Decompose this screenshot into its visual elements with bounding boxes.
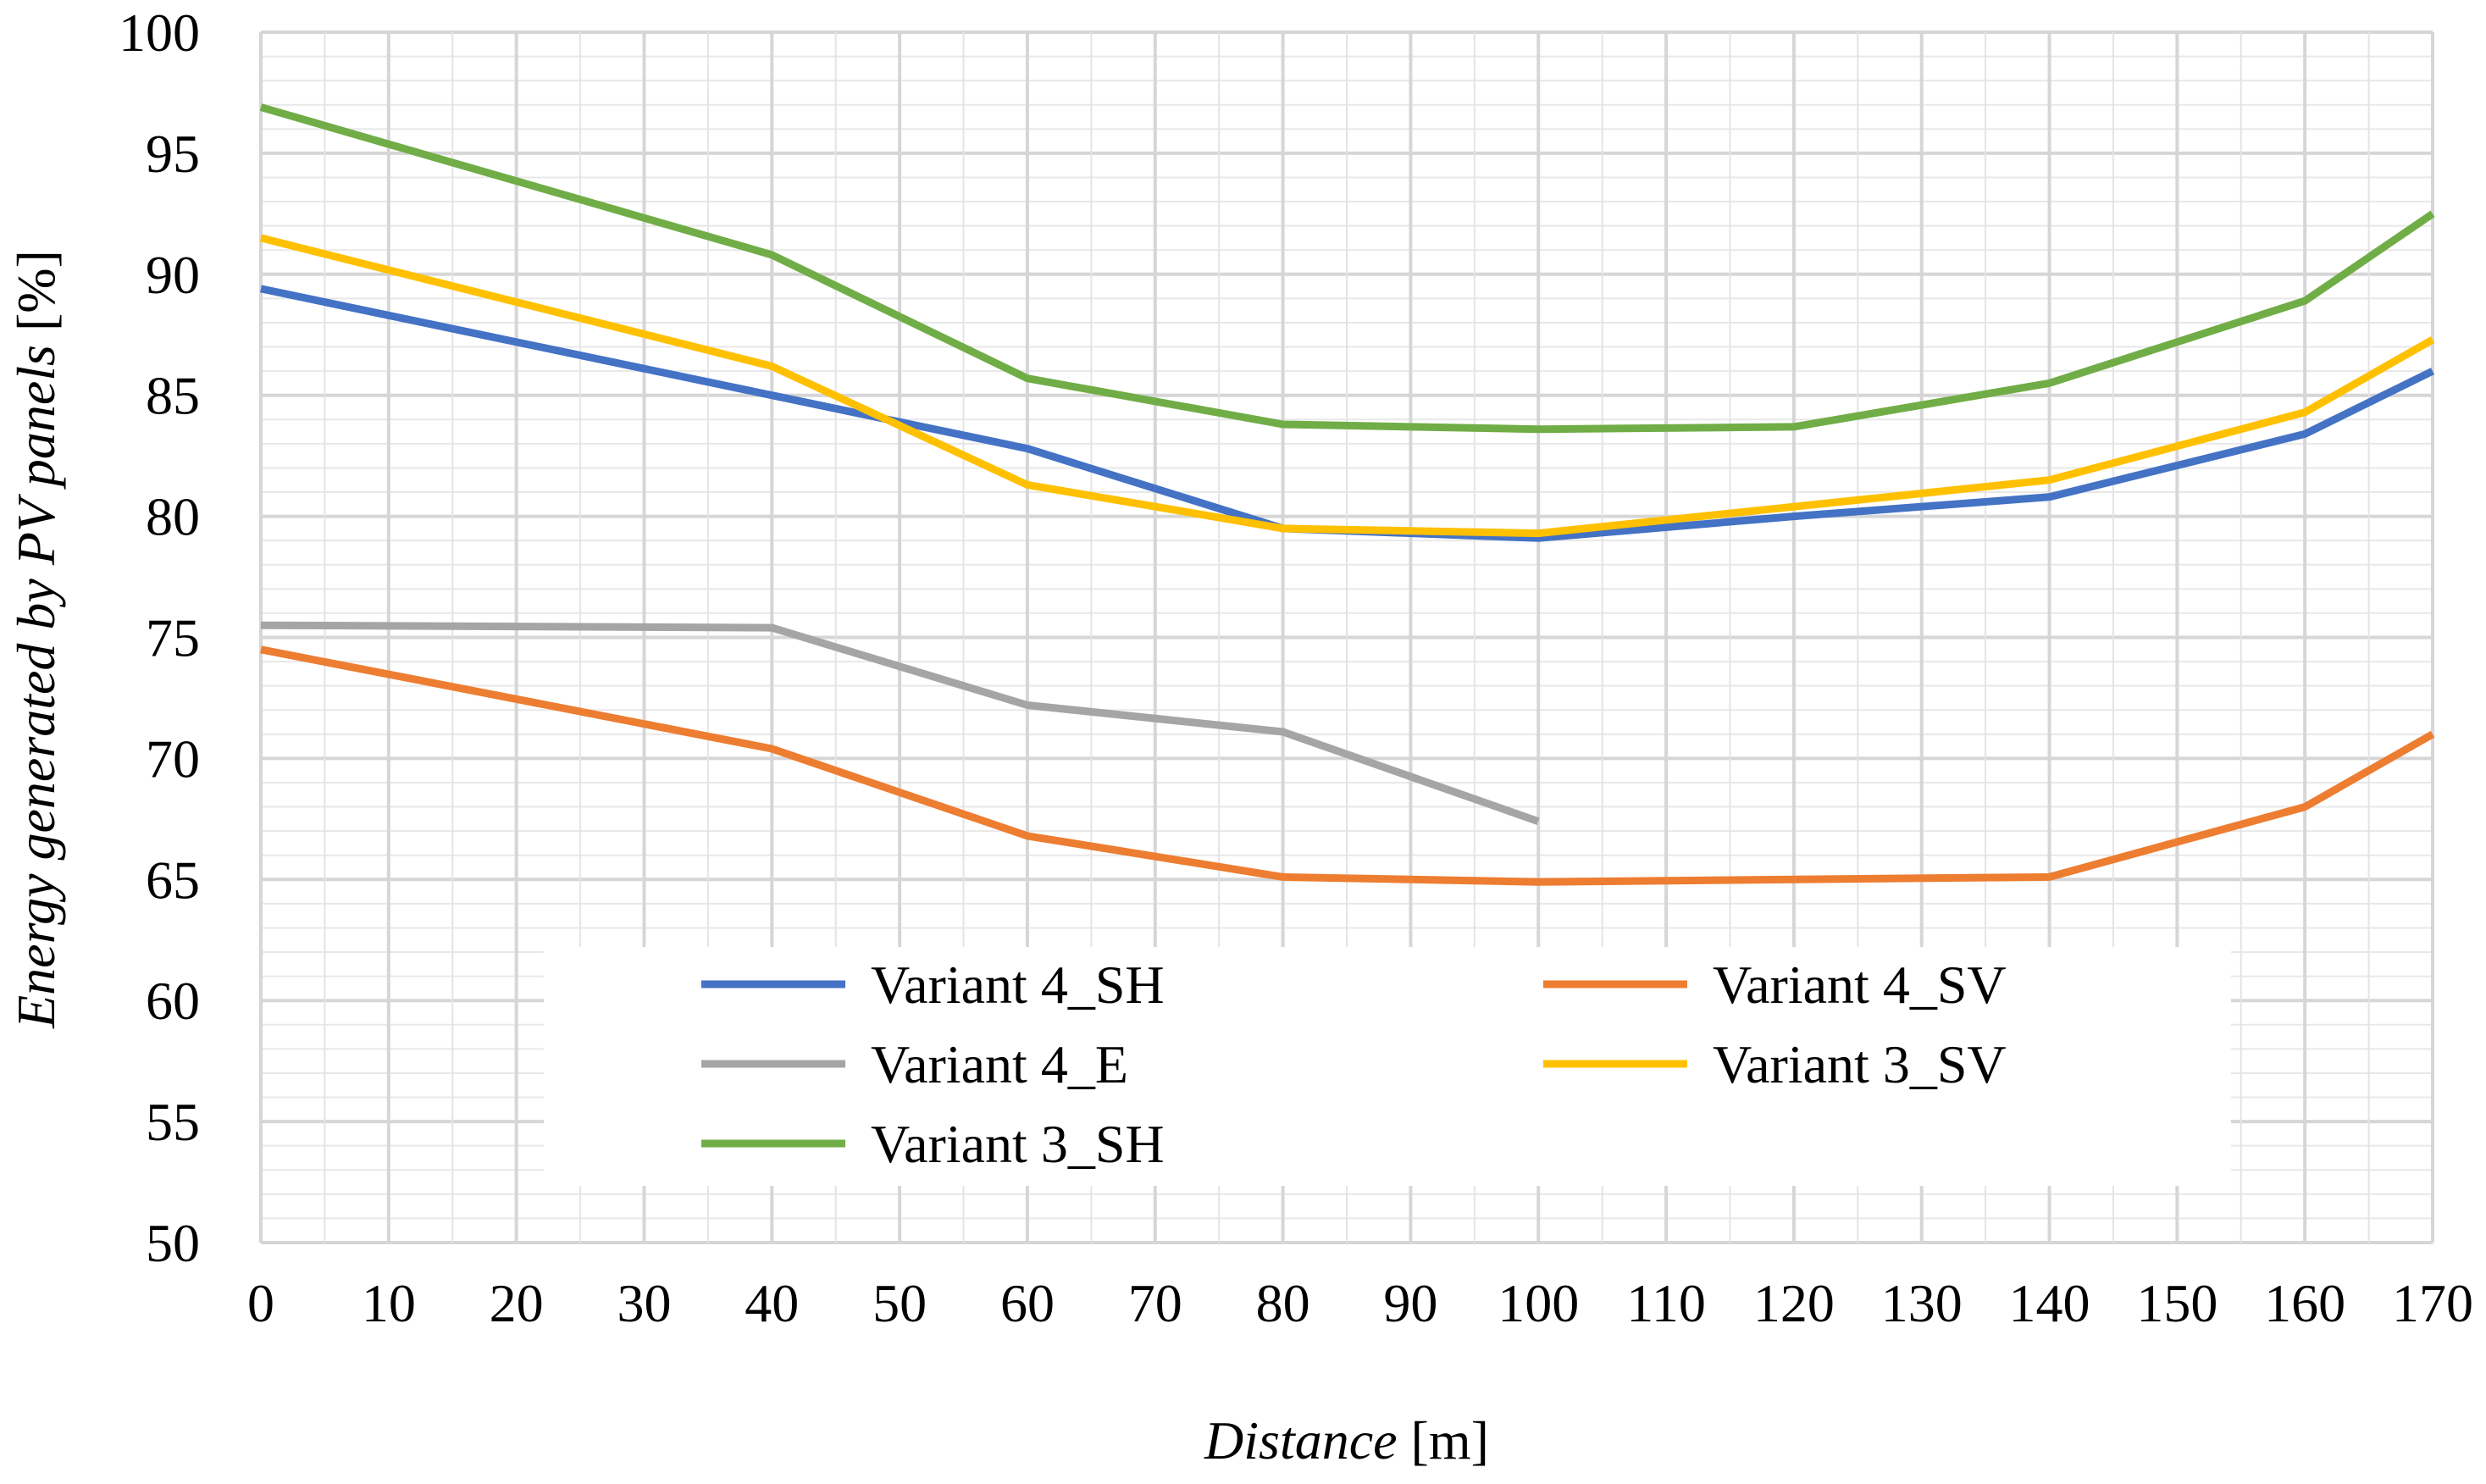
- x-tick-label: 120: [1753, 1273, 1835, 1333]
- x-axis-title-italic: Distance: [1204, 1410, 1398, 1470]
- y-tick-label: 50: [146, 1213, 200, 1273]
- series-line-variant-4-sv: [260, 645, 2435, 886]
- y-tick-label: 55: [146, 1092, 200, 1152]
- x-tick-label: 130: [1881, 1273, 1963, 1333]
- axis-titles: Distance [m] Energy generated by PV pane…: [6, 250, 1489, 1470]
- y-tick-label: 75: [146, 608, 200, 668]
- y-tick-label: 100: [119, 3, 200, 63]
- y-tick-label: 90: [146, 245, 200, 305]
- x-tick-label: 60: [1000, 1273, 1055, 1333]
- x-tick-label: 80: [1256, 1273, 1310, 1333]
- x-tick-label: 40: [745, 1273, 799, 1333]
- x-tick-label: 50: [872, 1273, 927, 1333]
- x-tick-label: 150: [2136, 1273, 2217, 1333]
- series-line-variant-3-sh: [259, 103, 2435, 434]
- y-tick-label: 80: [146, 487, 200, 547]
- x-tick-label: 110: [1626, 1273, 1706, 1333]
- x-tick-label: 30: [617, 1273, 671, 1333]
- x-tick-label: 170: [2392, 1273, 2473, 1333]
- legend: Variant 4_SH Variant 4_SV Variant 4_E Varia…: [701, 955, 2007, 1174]
- y-axis-title-italic: Energy generated by PV panels: [6, 345, 66, 1029]
- legend-label: Variant 3_SH: [871, 1114, 1165, 1174]
- legend-label: Variant 3_SV: [1713, 1034, 2007, 1094]
- x-tick-label: 90: [1383, 1273, 1437, 1333]
- y-axis-title-unit: [%]: [6, 250, 66, 345]
- y-tick-label: 70: [146, 728, 200, 789]
- x-tick-label: 140: [2009, 1273, 2090, 1333]
- x-axis-title: Distance [m]: [1204, 1410, 1489, 1470]
- x-tick-label: 160: [2264, 1273, 2345, 1333]
- legend-label: Variant 4_E: [871, 1034, 1128, 1094]
- x-tick-label: 10: [362, 1273, 416, 1333]
- legend-label: Variant 4_SH: [871, 955, 1165, 1015]
- series-line-variant-4-e: [260, 621, 1540, 825]
- x-tick-label: 20: [490, 1273, 544, 1333]
- y-tick-label: 85: [146, 366, 200, 426]
- series-line-variant-3-sv: [259, 234, 2435, 538]
- x-axis-title-unit: [m]: [1398, 1410, 1489, 1470]
- y-tick-label: 65: [146, 850, 200, 910]
- x-tick-label: 0: [247, 1273, 274, 1333]
- y-axis-title: Energy generated by PV panels [%]: [6, 250, 66, 1029]
- axes: 50 55 60 65 70 75 80 85 90 95 100 0 10 20 30 40 50 60 70 80…: [119, 3, 2473, 1333]
- y-tick-label: 60: [146, 971, 200, 1031]
- series-line-variant-4-sh: [260, 285, 2434, 542]
- series: [259, 103, 2435, 886]
- x-tick-label: 70: [1128, 1273, 1182, 1333]
- x-tick-label: 100: [1498, 1273, 1579, 1333]
- legend-label: Variant 4_SV: [1713, 955, 2007, 1015]
- y-tick-label: 95: [146, 124, 200, 184]
